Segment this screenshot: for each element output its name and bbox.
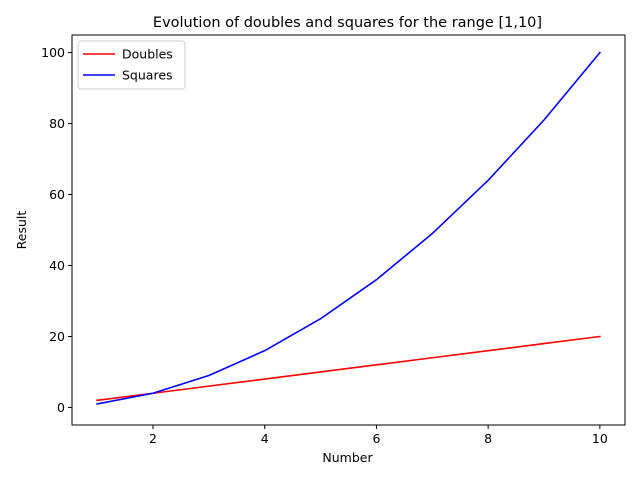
x-axis-label: Number — [322, 450, 373, 465]
x-axis-ticks: 2 4 6 8 10 — [149, 425, 608, 446]
x-tick-label: 6 — [372, 431, 380, 446]
legend-box — [77, 40, 186, 90]
y-tick-label: 40 — [49, 258, 65, 273]
series-layer — [96, 51, 601, 405]
legend: Doubles Squares — [77, 40, 186, 90]
series-line-squares — [96, 51, 601, 405]
x-tick-label: 2 — [149, 431, 157, 446]
y-axis-label: Result — [14, 211, 29, 250]
y-tick-label: 0 — [57, 400, 65, 415]
y-tick-label: 100 — [41, 45, 65, 60]
legend-label-doubles: Doubles — [122, 47, 173, 62]
y-tick-label: 60 — [49, 187, 65, 202]
y-tick-label: 80 — [49, 116, 65, 131]
legend-label-squares: Squares — [122, 68, 173, 83]
x-tick-label: 8 — [484, 431, 492, 446]
series-line-doubles — [96, 335, 601, 402]
y-tick-label: 20 — [49, 329, 65, 344]
plot-frame — [71, 34, 626, 426]
chart-title: Evolution of doubles and squares for the… — [153, 15, 542, 31]
x-tick-label: 4 — [261, 431, 269, 446]
x-tick-label: 10 — [592, 431, 608, 446]
y-axis-ticks: 0 20 40 60 80 100 — [41, 45, 72, 415]
plot-area — [72, 35, 625, 425]
